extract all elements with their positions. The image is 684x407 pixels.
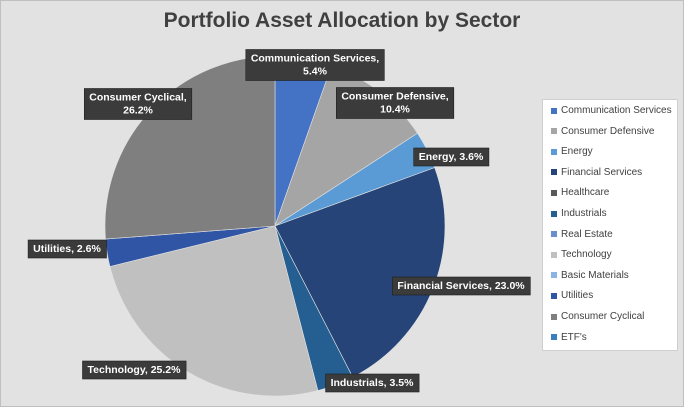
legend-swatch — [551, 189, 557, 196]
legend-label: Consumer Defensive — [561, 125, 655, 137]
data-label-consumer-cyclical: Consumer Cyclical, 26.2% — [84, 88, 193, 120]
legend-swatch — [551, 251, 557, 258]
legend-label: Communication Services — [561, 105, 672, 116]
data-label-text: Energy, 3.6% — [419, 151, 484, 163]
legend-label: Financial Services — [561, 166, 643, 178]
legend-label: Technology — [561, 249, 612, 261]
data-label-energy: Energy, 3.6% — [413, 147, 490, 167]
legend-label: Consumer Cyclical — [561, 311, 645, 322]
legend-item: Financial Services — [551, 167, 642, 178]
data-label-text: Consumer Cyclical, 26.2% — [89, 92, 187, 117]
data-label-consumer-defensive: Consumer Defensive, 10.4% — [335, 87, 455, 119]
data-label-box — [325, 373, 420, 393]
data-label-box — [84, 88, 193, 120]
data-label-text: Consumer Defensive, 10.4% — [341, 91, 448, 116]
data-label-technology: Technology, 25.2% — [82, 360, 187, 380]
legend-label: Real Estate — [561, 228, 613, 240]
legend-swatch — [551, 107, 557, 114]
chart-title: Portfolio Asset Allocation by Sector — [163, 9, 521, 32]
legend-swatch — [551, 272, 557, 279]
data-label-text: Industrials, 3.5% — [331, 377, 415, 389]
data-label-text: Communication Services, 5.4% — [251, 53, 379, 78]
legend-item: Utilities — [551, 290, 593, 301]
legend-swatch — [551, 169, 557, 176]
data-label-box — [335, 87, 455, 119]
legend-item: Healthcare — [551, 187, 609, 198]
legend-item: Communication Services — [551, 105, 672, 116]
legend-label: ETF's — [561, 331, 587, 343]
data-label-communication-services: Communication Services, 5.4% — [245, 49, 385, 81]
legend-swatch — [551, 313, 557, 320]
data-label-text: Financial Services, 23.0% — [397, 280, 525, 292]
pie-slice-technology — [109, 225, 319, 397]
legend-label: Energy — [561, 146, 593, 158]
legend-swatch — [551, 148, 557, 155]
data-label-box — [392, 276, 531, 296]
data-label-box — [245, 49, 385, 81]
legend-item: Consumer Cyclical — [551, 311, 644, 322]
data-label-financial-services: Financial Services, 23.0% — [392, 276, 531, 296]
legend-label: Utilities — [561, 290, 594, 302]
legend-item: Energy — [551, 146, 593, 157]
data-label-text: Technology, 25.2% — [88, 364, 182, 376]
legend-swatch — [551, 292, 557, 299]
data-label-utilities: Utilities, 2.6% — [27, 239, 107, 259]
data-label-box — [413, 147, 490, 167]
legend-label: Basic Materials — [561, 269, 629, 281]
data-labels: Communication Services, 5.4% Consumer Defe… — [27, 49, 531, 393]
legend-item: Industrials — [551, 208, 607, 219]
legend: Communication Services Consumer Defensive… — [542, 99, 678, 351]
data-label-box — [82, 360, 187, 380]
legend-item: ETF's — [551, 332, 587, 343]
legend-swatch — [551, 128, 557, 135]
legend-label: Industrials — [561, 208, 607, 219]
data-label-text: Utilities, 2.6% — [33, 243, 101, 255]
legend-item: Real Estate — [551, 229, 613, 240]
legend-swatch — [551, 334, 557, 341]
pie-slice-consumer-cyclical — [104, 55, 276, 240]
legend-item: Basic Materials — [551, 270, 629, 281]
legend-swatch — [551, 231, 557, 238]
legend-item: Consumer Defensive — [551, 126, 654, 137]
data-label-industrials: Industrials, 3.5% — [325, 373, 420, 393]
data-label-box — [27, 239, 107, 259]
legend-swatch — [551, 210, 557, 217]
legend-label: Healthcare — [561, 187, 610, 199]
legend-item: Technology — [551, 249, 612, 260]
